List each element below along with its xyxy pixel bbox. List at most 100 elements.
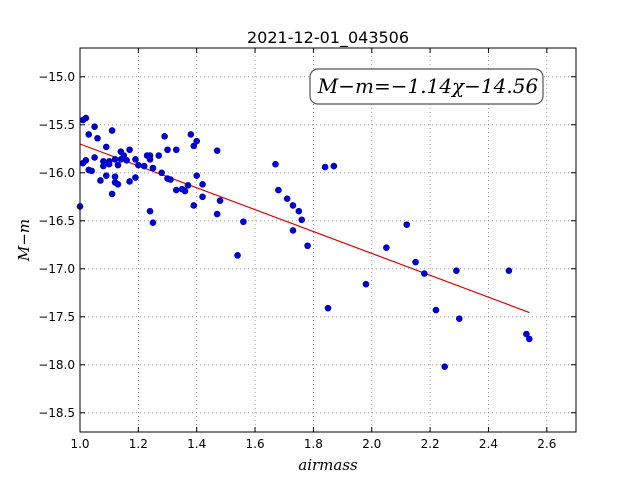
data-point	[82, 157, 90, 164]
data-point	[111, 156, 119, 163]
data-point	[190, 202, 198, 209]
grid-layer	[79, 48, 576, 432]
data-point	[164, 146, 171, 154]
y-tick-label: −15.5	[38, 118, 75, 132]
data-point	[403, 221, 411, 228]
x-tick-label: 1.4	[187, 437, 206, 451]
data-point	[91, 123, 98, 131]
annotation-box: M−m=−1.14χ−14.56	[309, 68, 544, 105]
data-point	[272, 160, 279, 168]
data-point	[140, 162, 148, 170]
data-point	[108, 190, 116, 198]
data-point	[94, 134, 101, 142]
data-point	[453, 267, 460, 275]
data-point	[108, 127, 116, 134]
data-point	[420, 270, 428, 277]
data-point	[88, 167, 95, 175]
data-point	[193, 137, 201, 145]
data-point	[324, 304, 332, 312]
data-point	[120, 152, 128, 159]
y-axis-label: M−m	[15, 219, 33, 262]
data-point	[102, 143, 110, 151]
plot-frame	[79, 47, 577, 433]
y-tick-label: −17.0	[38, 262, 75, 276]
data-point	[100, 157, 107, 165]
data-point	[111, 173, 119, 180]
data-point	[526, 335, 533, 343]
data-point	[181, 187, 189, 195]
data-point	[158, 169, 165, 177]
x-axis-label: airmass	[298, 456, 358, 474]
data-point	[275, 186, 282, 194]
fit-equation: M−m=−1.14χ−14.56	[317, 74, 539, 98]
data-point	[135, 161, 142, 169]
data-point	[193, 172, 201, 179]
y-tick-label: −18.5	[38, 406, 75, 420]
data-point	[184, 181, 192, 189]
data-point	[505, 267, 513, 275]
data-point	[161, 133, 168, 140]
data-point	[123, 157, 130, 164]
data-point	[199, 193, 206, 201]
data-point	[149, 219, 157, 227]
data-point	[216, 197, 224, 204]
data-point	[289, 202, 297, 209]
x-tick-label: 1.6	[246, 437, 265, 451]
y-tick-label: −16.0	[38, 166, 75, 180]
y-tick-label: −17.5	[38, 310, 75, 324]
data-point	[132, 156, 139, 163]
data-point	[114, 181, 122, 188]
data-point	[100, 162, 107, 170]
data-point	[187, 131, 195, 138]
ticks-layer: 1.0 1.2 1.4 1.6 1.8 2.0 2.2 2.4 2.6 −15.0 −15.5 −16…	[38, 48, 576, 451]
data-point	[304, 242, 311, 250]
data-point	[146, 207, 154, 215]
data-point	[295, 207, 303, 215]
data-point	[126, 178, 133, 185]
data-point	[240, 218, 247, 226]
data-point	[167, 176, 174, 183]
data-point	[383, 244, 390, 251]
data-point	[213, 210, 221, 218]
data-point	[330, 162, 338, 170]
data-point	[102, 172, 110, 179]
data-point	[155, 152, 163, 159]
data-point	[455, 315, 463, 323]
data-point	[97, 177, 104, 184]
data-point	[283, 195, 291, 203]
data-point	[85, 131, 93, 138]
chart-title: 2021-12-01_043506	[247, 28, 409, 48]
x-tick-label: 2.0	[362, 437, 381, 451]
data-point	[523, 330, 530, 338]
data-point	[126, 146, 133, 154]
data-point	[362, 280, 370, 288]
data-point	[172, 146, 180, 154]
y-tick-label: −18.0	[38, 358, 75, 372]
points-layer	[76, 114, 533, 371]
data-point	[298, 216, 306, 224]
data-point	[432, 306, 440, 314]
y-tick-label: −16.5	[38, 214, 75, 228]
data-point	[146, 156, 154, 163]
data-point	[132, 174, 139, 181]
x-tick-label: 2.2	[421, 437, 440, 451]
fit-line	[79, 143, 530, 314]
x-tick-label: 2.4	[479, 437, 498, 451]
data-point	[82, 114, 90, 122]
y-tick-label: −15.0	[38, 70, 75, 84]
data-point	[105, 157, 113, 165]
x-tick-label: 1.0	[70, 437, 89, 451]
data-point	[412, 258, 419, 266]
fit-layer	[79, 143, 530, 314]
x-tick-label: 1.2	[129, 437, 148, 451]
data-point	[172, 186, 180, 194]
x-tick-label: 1.8	[304, 437, 323, 451]
data-point	[149, 164, 157, 172]
data-point	[289, 227, 297, 234]
annotation-frame	[309, 68, 544, 105]
data-point	[91, 154, 98, 161]
data-point	[234, 252, 241, 259]
data-point	[441, 363, 449, 371]
data-point	[213, 147, 221, 155]
